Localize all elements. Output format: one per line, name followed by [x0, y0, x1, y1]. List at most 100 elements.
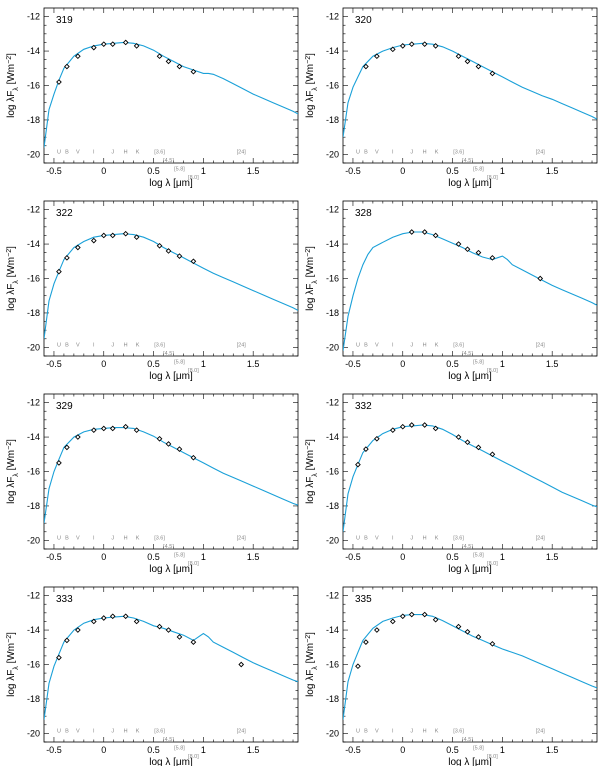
- photometry-point: [100, 615, 107, 621]
- photometry-point: [109, 425, 116, 432]
- photometry-point: [133, 427, 140, 434]
- y-tick-label: -14: [27, 432, 40, 442]
- photometry-point: [432, 43, 439, 49]
- y-tick-label: -20: [27, 342, 40, 352]
- model-sed-line: [343, 614, 597, 720]
- model-sed-line: [44, 615, 298, 720]
- x-tick-label: -0.5: [46, 745, 62, 755]
- x-axis-label: log λ [μm]: [149, 178, 193, 189]
- photometry-point: [90, 427, 97, 434]
- y-tick-label: -16: [27, 467, 40, 477]
- photometry-point: [100, 41, 107, 48]
- band-label: H: [124, 150, 128, 156]
- y-tick-label: -14: [27, 46, 40, 56]
- band-label: J: [111, 150, 114, 156]
- band-label: I: [93, 729, 95, 735]
- band-label: V: [76, 343, 80, 349]
- photometry-point: [100, 232, 107, 239]
- photometry-point: [176, 634, 183, 640]
- plot-frame: [342, 393, 598, 550]
- plot-frame: [43, 200, 299, 357]
- band-label: [24]: [536, 343, 546, 349]
- photometry-point: [489, 451, 496, 458]
- y-tick-label: -14: [27, 239, 40, 249]
- band-label: [5.8]: [473, 746, 484, 752]
- y-axis-label: log λFλ [Wm−2]: [6, 439, 20, 504]
- y-tick-label: -20: [27, 535, 40, 545]
- band-label: H: [423, 536, 427, 542]
- photometry-point: [389, 618, 396, 625]
- band-label: [4.5]: [163, 351, 174, 357]
- photometry-point: [421, 41, 428, 48]
- photometry-point: [537, 275, 544, 282]
- band-label: [5.8]: [174, 553, 185, 559]
- y-tick-label: -18: [27, 501, 40, 511]
- band-label: K: [136, 150, 140, 156]
- band-label: K: [136, 536, 140, 542]
- band-label: [4.5]: [462, 544, 473, 550]
- x-tick-label: 1.5: [247, 552, 260, 562]
- panel-id-label: 335: [355, 594, 372, 605]
- model-sed-line: [343, 231, 597, 351]
- sed-panel-320: -0.5 0 0.5 1 1.5 -20 -18 -16 -14 -12 log λ [μm] log…: [305, 7, 598, 189]
- band-label: K: [136, 343, 140, 349]
- photometry-point: [56, 654, 62, 661]
- band-label: [5.8]: [473, 167, 484, 173]
- photometry-point: [109, 232, 116, 239]
- x-tick-label: 1: [201, 359, 206, 369]
- photometry-point: [489, 70, 496, 77]
- y-tick-label: -16: [326, 467, 339, 477]
- band-label: U: [57, 343, 61, 349]
- photometry-point: [399, 43, 406, 49]
- band-label: [3.6]: [453, 536, 464, 542]
- y-tick-label: -20: [326, 535, 339, 545]
- photometry-point: [389, 46, 396, 53]
- photometry-point: [408, 41, 415, 48]
- photometry-point: [432, 232, 439, 239]
- band-label: I: [93, 536, 95, 542]
- y-tick-label: -14: [326, 239, 339, 249]
- photometry-point: [75, 434, 81, 440]
- photometry-point: [421, 422, 428, 428]
- y-tick-label: -20: [27, 728, 40, 738]
- band-label: B: [364, 729, 368, 735]
- band-label: I: [392, 729, 394, 735]
- photometry-point: [156, 53, 163, 60]
- band-label: [8.0]: [487, 368, 498, 374]
- x-axis-label: log λ [μm]: [448, 178, 492, 189]
- y-tick-label: -12: [27, 591, 40, 601]
- band-label: V: [76, 729, 80, 735]
- y-axis-label: log λFλ [Wm−2]: [6, 246, 20, 311]
- x-axis-label: log λ [μm]: [149, 757, 193, 766]
- y-tick-label: -12: [27, 12, 40, 22]
- photometry-point: [133, 618, 140, 625]
- band-label: B: [364, 536, 368, 542]
- y-tick-label: -12: [326, 591, 339, 601]
- y-tick-label: -18: [27, 694, 40, 704]
- band-label: V: [375, 150, 379, 156]
- panel-id-label: 329: [56, 401, 73, 412]
- sed-panel-329: -0.5 0 0.5 1 1.5 -20 -18 -16 -14 -12 log λ [μm] log…: [6, 393, 299, 575]
- model-sed-line: [44, 41, 298, 148]
- photometry-point: [363, 446, 369, 452]
- x-tick-label: 0: [101, 359, 106, 369]
- band-label: K: [435, 729, 439, 735]
- y-tick-label: -20: [27, 149, 40, 159]
- y-tick-label: -16: [27, 81, 40, 91]
- y-axis-label: log λFλ [Wm−2]: [305, 632, 319, 697]
- band-label: J: [410, 150, 413, 156]
- photometry-point: [122, 39, 129, 46]
- x-tick-label: 0.5: [446, 552, 459, 562]
- photometry-point: [408, 422, 415, 428]
- photometry-point: [421, 611, 428, 618]
- band-label: I: [392, 150, 394, 156]
- photometry-point: [190, 68, 197, 75]
- band-label: [5.8]: [174, 167, 185, 173]
- y-tick-label: -20: [326, 149, 339, 159]
- photometry-point: [75, 627, 81, 633]
- photometry-point: [190, 454, 197, 461]
- panel-id-label: 322: [56, 208, 73, 219]
- band-label: [4.5]: [462, 351, 473, 357]
- panel-id-label: 333: [56, 594, 73, 605]
- y-tick-label: -18: [326, 308, 339, 318]
